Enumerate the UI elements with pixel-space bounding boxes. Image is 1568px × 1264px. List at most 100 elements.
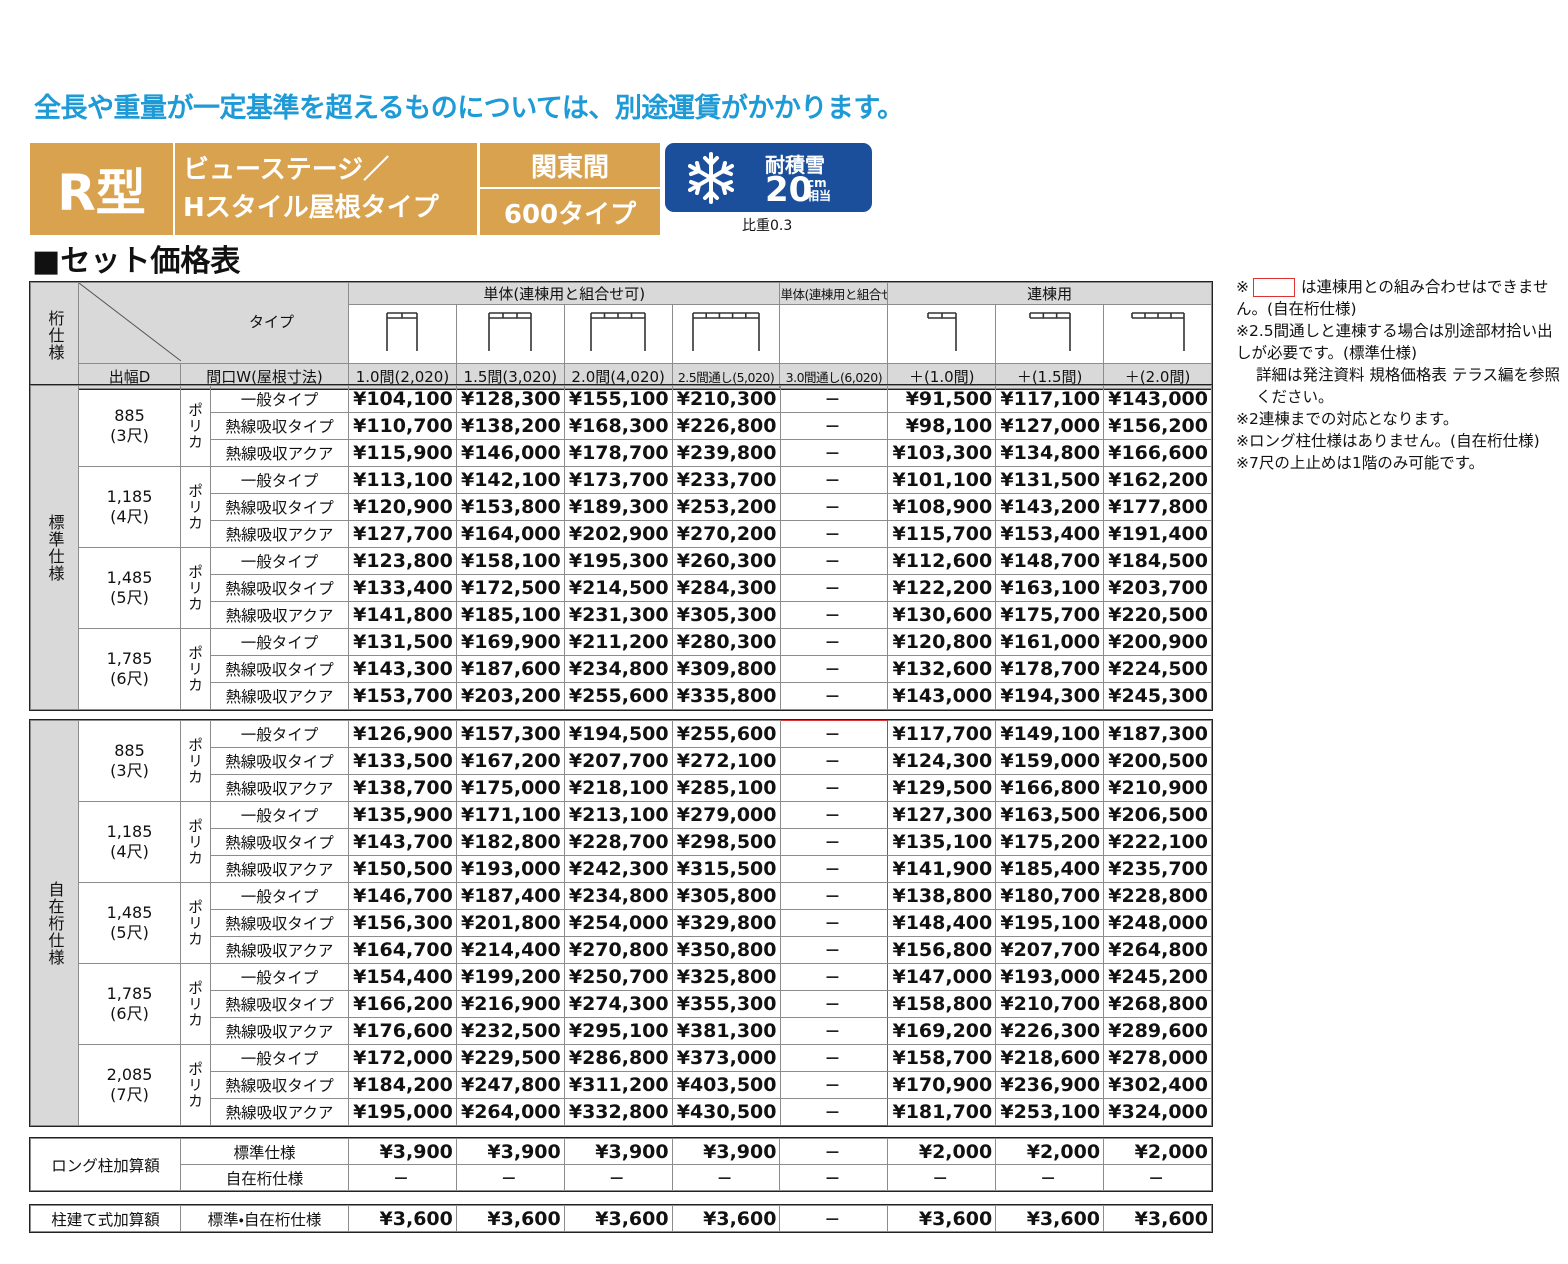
price: ¥133,500 <box>348 747 457 775</box>
price: ¥207,700 <box>563 747 673 775</box>
price: ¥403,500 <box>671 1071 781 1099</box>
price-row: 熱線吸収アクア ¥176,600 ¥232,500 ¥295,100 ¥381,300−… <box>31 1017 1212 1045</box>
extra-row: ロング柱加算額 標準仕様 ¥3,900 ¥3,900 ¥3,900 ¥3,900− ¥2,0… <box>29 1138 1212 1191</box>
material: ポリカ <box>180 720 211 802</box>
price: − <box>671 1164 781 1191</box>
price: ¥182,800 <box>455 828 565 856</box>
column-header: 3.0間通し(6,020) <box>779 363 889 389</box>
snow-value: 20 <box>765 170 813 210</box>
price: ¥255,600 <box>563 682 673 710</box>
price: ¥280,300 <box>671 628 781 656</box>
material: ポリカ <box>180 1044 211 1126</box>
price: ¥124,300 <box>887 747 997 775</box>
price: ¥185,100 <box>455 601 565 629</box>
note: ※2連棟までの対応となります。 <box>1236 410 1459 428</box>
price: ¥138,200 <box>455 412 565 440</box>
price: ¥228,800 <box>1103 882 1212 910</box>
price: − <box>779 493 889 521</box>
price: − <box>779 882 889 910</box>
size: 600タイプ <box>480 189 660 235</box>
extra-sub: 自在桁仕様 <box>180 1164 350 1191</box>
price: ¥146,700 <box>348 882 457 910</box>
price: ¥166,800 <box>995 774 1105 802</box>
type-name: 熱線吸収アクア <box>210 855 349 883</box>
price: − <box>779 963 889 991</box>
price: ¥203,200 <box>455 682 565 710</box>
price: ¥381,300 <box>671 1017 781 1045</box>
price: ¥311,200 <box>563 1071 673 1099</box>
type-name: 熱線吸収タイプ <box>210 1071 349 1099</box>
material: ポリカ <box>180 466 211 548</box>
depth-cell: 1,485 (5尺) <box>78 882 181 964</box>
type-name: 一般タイプ <box>210 963 349 991</box>
price: ¥207,700 <box>995 936 1105 964</box>
depth-cell: 885 (3尺) <box>78 385 181 467</box>
price: ¥270,800 <box>563 936 673 964</box>
depth-shaku: (6尺) <box>110 669 149 688</box>
price: − <box>779 828 889 856</box>
price: ¥236,900 <box>995 1071 1105 1099</box>
price: ¥159,000 <box>995 747 1105 775</box>
price-row: 1,785 (6尺) ポリカ 一般タイプ ¥154,400 ¥199,200 ¥250,70… <box>31 963 1212 1045</box>
price: ¥162,200 <box>1103 466 1212 494</box>
price: − <box>779 574 889 602</box>
column-header: 1.5間(3,020) <box>455 363 565 389</box>
extra-sub: 標準・自在桁仕様 <box>180 1205 350 1232</box>
depth-shaku: (6尺) <box>110 1004 149 1023</box>
price: ¥232,500 <box>455 1017 565 1045</box>
snow-unit-text: cm <box>807 176 827 190</box>
price: ¥195,300 <box>563 547 673 575</box>
note: ※ロング柱仕様はありません。(自在桁仕様) <box>1236 432 1540 450</box>
price-row: 熱線吸収タイプ ¥133,500 ¥167,200 ¥207,700 ¥272,100−… <box>31 747 1212 775</box>
price: − <box>779 439 889 467</box>
price: − <box>779 1205 889 1232</box>
price: ¥138,800 <box>887 882 997 910</box>
note: 詳細は発注資料 規格価格表 テラス編を参照ください。 <box>1256 366 1561 406</box>
price: ¥156,800 <box>887 936 997 964</box>
price: ¥171,100 <box>455 801 565 829</box>
price: ¥135,100 <box>887 828 997 856</box>
price: ¥305,300 <box>671 601 781 629</box>
price: ¥163,500 <box>995 801 1105 829</box>
note-mark: ※ <box>1236 278 1249 296</box>
price: ¥324,000 <box>1103 1098 1212 1126</box>
price: ¥128,300 <box>455 385 565 413</box>
price: ¥163,100 <box>995 574 1105 602</box>
price: ¥250,700 <box>563 963 673 991</box>
price: ¥172,500 <box>455 574 565 602</box>
price: ¥117,700 <box>887 720 997 748</box>
type-header-text: タイプ <box>249 313 295 331</box>
price: ¥148,700 <box>995 547 1105 575</box>
type-name: 一般タイプ <box>210 385 349 413</box>
type-name: 熱線吸収アクア <box>210 774 349 802</box>
depth-value: 885 <box>114 741 145 760</box>
price: ¥178,700 <box>995 655 1105 683</box>
price: ¥3,600 <box>1103 1205 1212 1232</box>
price: ¥234,800 <box>563 882 673 910</box>
price: − <box>779 855 889 883</box>
depth-shaku: (5尺) <box>110 923 149 942</box>
type-name: 熱線吸収タイプ <box>210 655 349 683</box>
type-name: 一般タイプ <box>210 720 349 748</box>
price: ¥110,700 <box>348 412 457 440</box>
type-name: 熱線吸収アクア <box>210 520 349 548</box>
price: ¥158,700 <box>887 1044 997 1072</box>
price: ¥104,100 <box>348 385 457 413</box>
type-name: 熱線吸収タイプ <box>210 747 349 775</box>
price-row: 熱線吸収タイプ ¥143,300 ¥187,600 ¥234,800 ¥309,800−… <box>31 655 1212 683</box>
price: ¥175,000 <box>455 774 565 802</box>
price: ¥218,600 <box>995 1044 1105 1072</box>
price: ¥210,300 <box>671 385 781 413</box>
price: ¥112,600 <box>887 547 997 575</box>
price: ¥172,000 <box>348 1044 457 1072</box>
type-name: 熱線吸収タイプ <box>210 990 349 1018</box>
price: ¥245,200 <box>1103 963 1212 991</box>
depth-cell: 2,085 (7尺) <box>78 1044 181 1126</box>
price: ¥98,100 <box>887 412 997 440</box>
snow-unit-text: 相当 <box>807 189 832 203</box>
spec-label: 標準仕様 <box>30 385 79 710</box>
width-header: 間口W(屋根寸法) <box>179 363 350 389</box>
gravity-note: 比重0.3 <box>742 218 793 234</box>
notice: 全長や重量が一定基準を超えるものについては、別途運賃がかかります。 <box>34 93 904 124</box>
price: − <box>455 1164 565 1191</box>
